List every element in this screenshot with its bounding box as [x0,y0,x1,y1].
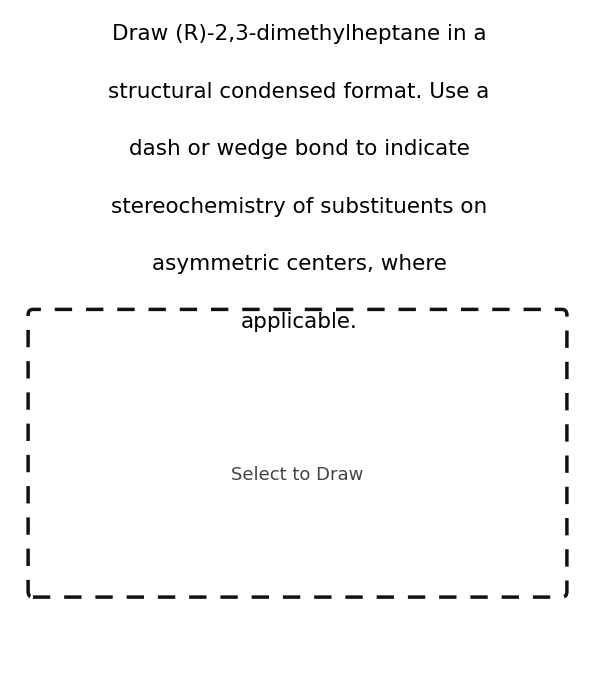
Text: Select to Draw: Select to Draw [231,466,364,484]
Text: stereochemistry of substituents on: stereochemistry of substituents on [111,197,487,217]
FancyBboxPatch shape [28,309,567,597]
Text: dash or wedge bond to indicate: dash or wedge bond to indicate [129,139,469,160]
Text: asymmetric centers, where: asymmetric centers, where [151,254,447,274]
Text: Draw (R)-2,3-dimethylheptane in a: Draw (R)-2,3-dimethylheptane in a [112,25,486,45]
Text: applicable.: applicable. [240,312,358,332]
Text: structural condensed format. Use a: structural condensed format. Use a [108,82,490,102]
